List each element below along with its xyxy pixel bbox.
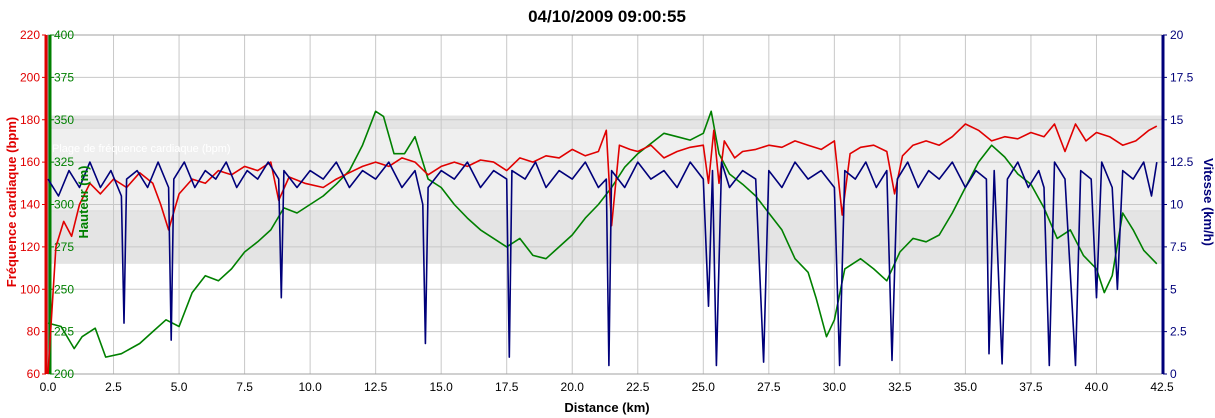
chart-title: 04/10/2009 09:00:55 <box>528 7 686 26</box>
x-tick-label: 7.5 <box>236 380 253 394</box>
speed-tick-label: 12.5 <box>1170 155 1194 169</box>
x-tick-label: 40.0 <box>1085 380 1109 394</box>
x-tick-label: 2.5 <box>105 380 122 394</box>
x-tick-label: 10.0 <box>298 380 322 394</box>
x-tick-label: 32.5 <box>888 380 912 394</box>
altitude-tick-label: 250 <box>54 282 74 296</box>
speed-tick-label: 7.5 <box>1170 240 1187 254</box>
x-tick-label: 17.5 <box>495 380 519 394</box>
heart-rate-tick-label: 220 <box>20 28 40 42</box>
speed-series-line <box>47 161 1158 367</box>
zone-label: Plage de fréquence cardiaque (bpm) <box>52 143 231 155</box>
altitude-tick-label: 300 <box>54 198 74 212</box>
altitude-series-line <box>47 110 1158 358</box>
heart-rate-axis-title: Fréquence cardiaque (bpm) <box>4 117 19 287</box>
speed-tick-label: 5 <box>1170 282 1177 296</box>
x-tick-label: 27.5 <box>757 380 781 394</box>
heart-rate-tick-label: 80 <box>27 325 41 339</box>
speed-tick-label: 15 <box>1170 113 1184 127</box>
heart-rate-tick-label: 160 <box>20 155 40 169</box>
speed-tick-label: 17.5 <box>1170 70 1194 84</box>
x-tick-label: 42.5 <box>1150 380 1174 394</box>
altitude-tick-label: 350 <box>54 113 74 127</box>
heart-rate-series-line <box>47 123 1158 375</box>
x-tick-label: 25.0 <box>692 380 716 394</box>
altitude-tick-label: 200 <box>54 367 74 381</box>
x-tick-label: 12.5 <box>364 380 388 394</box>
x-tick-label: 5.0 <box>171 380 188 394</box>
altitude-tick-label: 400 <box>54 28 74 42</box>
speed-tick-label: 10 <box>1170 198 1184 212</box>
x-tick-label: 20.0 <box>561 380 585 394</box>
heart-rate-tick-label: 200 <box>20 70 40 84</box>
heart-rate-tick-label: 140 <box>20 198 40 212</box>
altitude-tick-label: 375 <box>54 70 74 84</box>
speed-tick-label: 20 <box>1170 28 1184 42</box>
x-tick-label: 15.0 <box>429 380 453 394</box>
x-tick-label: 37.5 <box>1019 380 1043 394</box>
speed-tick-label: 0 <box>1170 367 1177 381</box>
x-axis-title: Distance (km) <box>564 400 649 415</box>
speed-tick-label: 2.5 <box>1170 325 1187 339</box>
speed-axis-title: Vitesse (km/h) <box>1201 158 1215 246</box>
x-tick-label: 30.0 <box>823 380 847 394</box>
heart-rate-tick-label: 60 <box>27 367 41 381</box>
heart-rate-tick-label: 180 <box>20 113 40 127</box>
heart-rate-tick-label: 100 <box>20 282 40 296</box>
altitude-tick-label: 325 <box>54 155 74 169</box>
x-tick-label: 35.0 <box>954 380 978 394</box>
altitude-axis-title: Hauteur (m) <box>76 166 91 239</box>
x-tick-label: 0.0 <box>40 380 57 394</box>
x-tick-label: 22.5 <box>626 380 650 394</box>
heart-rate-tick-label: 120 <box>20 240 40 254</box>
altitude-tick-label: 275 <box>54 240 74 254</box>
